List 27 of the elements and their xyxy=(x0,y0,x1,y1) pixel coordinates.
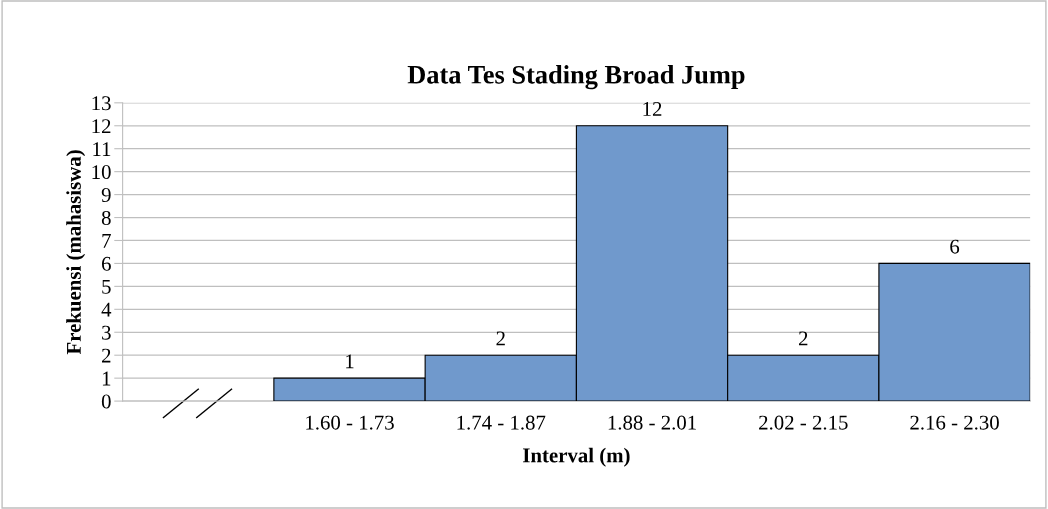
y-tick-label: 8 xyxy=(101,210,111,225)
y-tick-label: 13 xyxy=(92,96,111,111)
x-tick-label: 1.88 - 2.01 xyxy=(608,415,696,430)
data-label: 1 xyxy=(346,354,354,369)
x-tick-label: 1.60 - 1.73 xyxy=(306,415,394,430)
y-tick-label: 5 xyxy=(102,279,111,294)
data-label: 2 xyxy=(799,331,808,346)
data-label: 6 xyxy=(950,239,960,254)
y-tick-label: 7 xyxy=(102,234,111,248)
y-tick-label: 9 xyxy=(101,188,111,203)
x-tick-label: 1.74 - 1.87 xyxy=(457,415,546,430)
y-tick-label: 0 xyxy=(101,394,111,409)
y-tick-label: 3 xyxy=(102,325,111,340)
x-tick-label: 2.16 - 2.30 xyxy=(910,415,999,430)
y-tick-label: 4 xyxy=(101,302,112,317)
y-tick-label: 1 xyxy=(102,371,111,386)
x-tick-label: 2.02 - 2.15 xyxy=(759,415,848,430)
x-axis-title: Interval (m) xyxy=(523,447,630,467)
y-tick-label: 10 xyxy=(92,165,111,180)
y-tick-label: 2 xyxy=(102,348,111,363)
y-tick-label: 6 xyxy=(101,256,111,271)
y-tick-label: 11 xyxy=(93,142,111,156)
data-label: 12 xyxy=(643,101,662,116)
data-label: 2 xyxy=(496,331,505,346)
chart-title: Data Tes Stading Broad Jump xyxy=(407,65,745,90)
y-axis-title: Frekuensi (mahasiswa) xyxy=(66,150,86,355)
y-tick-label: 12 xyxy=(92,119,111,133)
